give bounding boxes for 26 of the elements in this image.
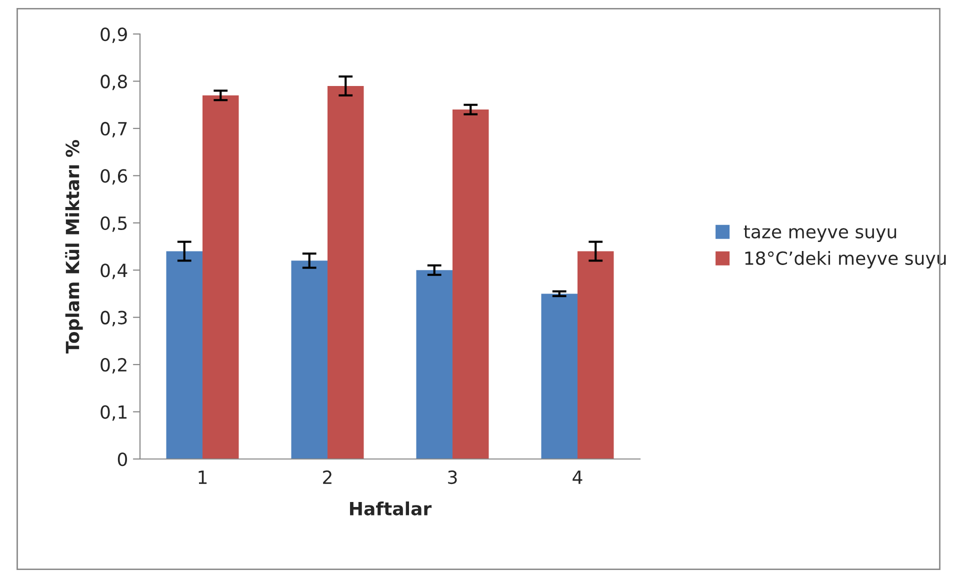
- legend-label: taze meyve suyu: [744, 226, 896, 242]
- bar: [166, 251, 202, 459]
- y-tick-label: 0,8: [100, 74, 127, 90]
- bar: [291, 260, 328, 459]
- bar: [452, 110, 489, 459]
- y-axis-title: Toplam Kül Miktarı %: [65, 140, 83, 354]
- y-tick-label: 0,6: [100, 169, 128, 185]
- bar: [416, 270, 452, 459]
- legend-label: 18°C’deki meyve suyu: [745, 251, 946, 268]
- y-tick-label: 0,9: [100, 27, 127, 43]
- x-tick-label: 2: [323, 470, 332, 484]
- bar: [541, 294, 578, 459]
- y-tick-label: 0,5: [100, 216, 127, 232]
- x-tick-label: 3: [448, 470, 457, 484]
- y-tick-label: 0,7: [100, 122, 127, 138]
- y-tick-label: 0,3: [100, 310, 127, 326]
- y-tick-label: 0,1: [100, 405, 127, 421]
- bar: [328, 86, 364, 459]
- x-tick-label: 1: [198, 470, 207, 484]
- bar: [202, 95, 239, 459]
- y-tick-label: 0: [118, 452, 127, 466]
- y-tick-label: 0,2: [100, 358, 126, 374]
- x-tick-label: 4: [572, 470, 582, 484]
- y-tick-label: 0,4: [100, 264, 128, 280]
- x-axis-title: Haftalar: [350, 501, 432, 516]
- bar: [578, 251, 614, 459]
